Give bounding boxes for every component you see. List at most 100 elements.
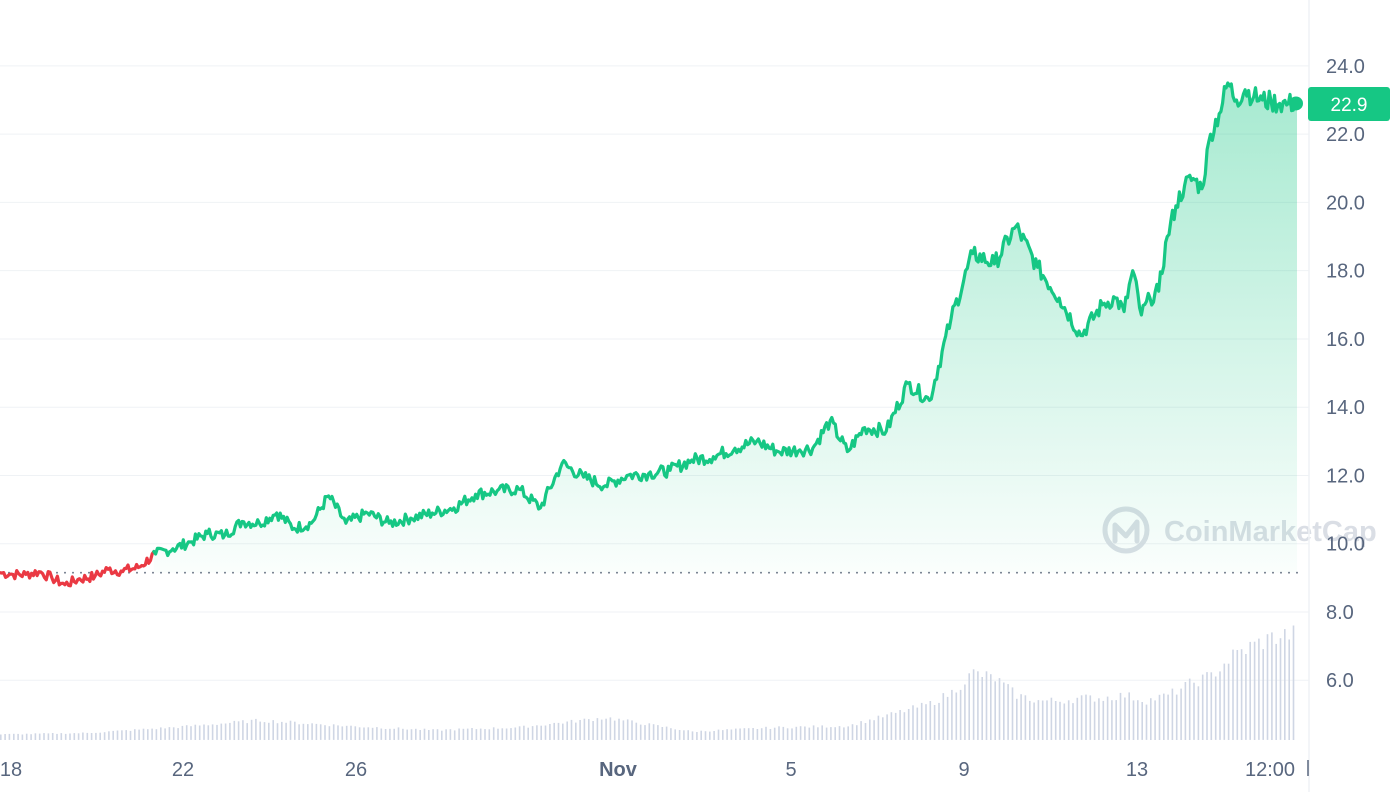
price-line-above-reference [152,81,1299,558]
volume-bar [804,726,806,740]
volume-bar [514,727,517,740]
volume-bar [281,721,283,740]
volume-bar [103,732,106,740]
volume-bar [1085,694,1087,740]
volume-bar [968,673,970,740]
last-price-point[interactable] [1289,96,1303,111]
volume-bar [544,725,547,740]
volume-bar [1037,700,1040,740]
y-tick-label: 8.0 [1326,602,1354,624]
volume-bar [907,709,910,740]
volume-bar [570,719,573,740]
volume-bar [255,718,257,740]
volume-bar [756,729,759,740]
y-tick-label: 22.0 [1326,124,1365,146]
volume-bar [190,726,192,740]
volume-bar [56,733,58,740]
volume-bar [51,733,54,740]
volume-bar [1132,700,1135,740]
y-tick-label: 20.0 [1326,192,1365,214]
volume-bar [657,725,659,740]
volume-bar [730,729,733,740]
volume-bar [436,729,439,740]
volume-bar [1197,686,1200,740]
volume-bar [207,725,210,740]
volume-bar [311,723,313,740]
volume-bar [713,731,715,740]
volume-bar [527,727,529,740]
volume-bar [869,719,871,740]
volume-bar [873,720,875,740]
volume-bar [700,730,702,740]
volume-bar [1206,672,1208,740]
volume-bar [743,728,746,740]
volume-bar [791,728,793,740]
volume-bar [765,726,767,740]
volume-bar [661,727,664,740]
volume-bar [920,702,923,740]
volume-bar [566,721,568,740]
volume-bar [1184,682,1187,740]
volume-bar [406,729,408,740]
volume-bar [1059,701,1061,740]
volume-bar [994,681,996,740]
volume-bar [704,731,707,740]
volume-bar [981,677,983,740]
volume-bar [942,693,945,740]
volume-bar [562,723,564,740]
volume-bar [678,730,681,740]
volume-bar [1193,682,1195,740]
volume-bar [890,712,893,740]
volume-bar [194,724,197,740]
volume-bar [1050,697,1053,740]
volume-bar [1223,663,1226,740]
volume-bar [838,726,841,740]
volume-bar [172,727,175,740]
volume-bar [1240,649,1243,740]
volume-bar [916,707,919,740]
volume-bar [644,725,646,740]
volume-bar [177,728,179,740]
volume-bar [367,727,370,740]
x-tick-label: 22 [172,759,194,781]
volume-bar [384,729,387,740]
volume-bar [600,719,603,740]
x-tick-label: 5 [785,759,796,781]
volume-bar [1150,698,1152,740]
volume-bar [1011,687,1014,740]
volume-bar [648,723,651,740]
volume-bar [575,722,577,740]
volume-bar [220,723,223,740]
volume-bar [354,726,357,740]
volume-bar [211,724,214,740]
volume-bar [851,724,854,740]
volume-bar [1249,641,1251,740]
volume-bar [925,704,927,740]
volume-bar [938,702,940,740]
volume-bar [380,728,383,740]
volume-bar [1063,703,1066,740]
volume-bar [505,728,508,740]
volume-bar [549,724,551,740]
volume-bar [337,725,339,740]
volume-bar [441,730,443,740]
volume-bar [376,727,378,740]
volume-bar [449,729,452,740]
volume-bar [164,728,166,740]
volume-bar [972,669,975,740]
volume-bar [17,733,19,740]
volume-bar [605,718,607,740]
volume-bar [579,720,581,740]
volume-bar [609,717,612,740]
volume-bar [1275,643,1277,740]
volume-bar [1137,700,1139,740]
volume-bar [285,722,287,740]
volume-bar [894,712,897,740]
volume-bar [4,734,6,740]
volume-bar [1236,650,1239,740]
volume-bar [168,727,171,740]
volume-bar [224,723,227,740]
volume-bar [363,727,365,740]
volume-bar [964,684,966,740]
